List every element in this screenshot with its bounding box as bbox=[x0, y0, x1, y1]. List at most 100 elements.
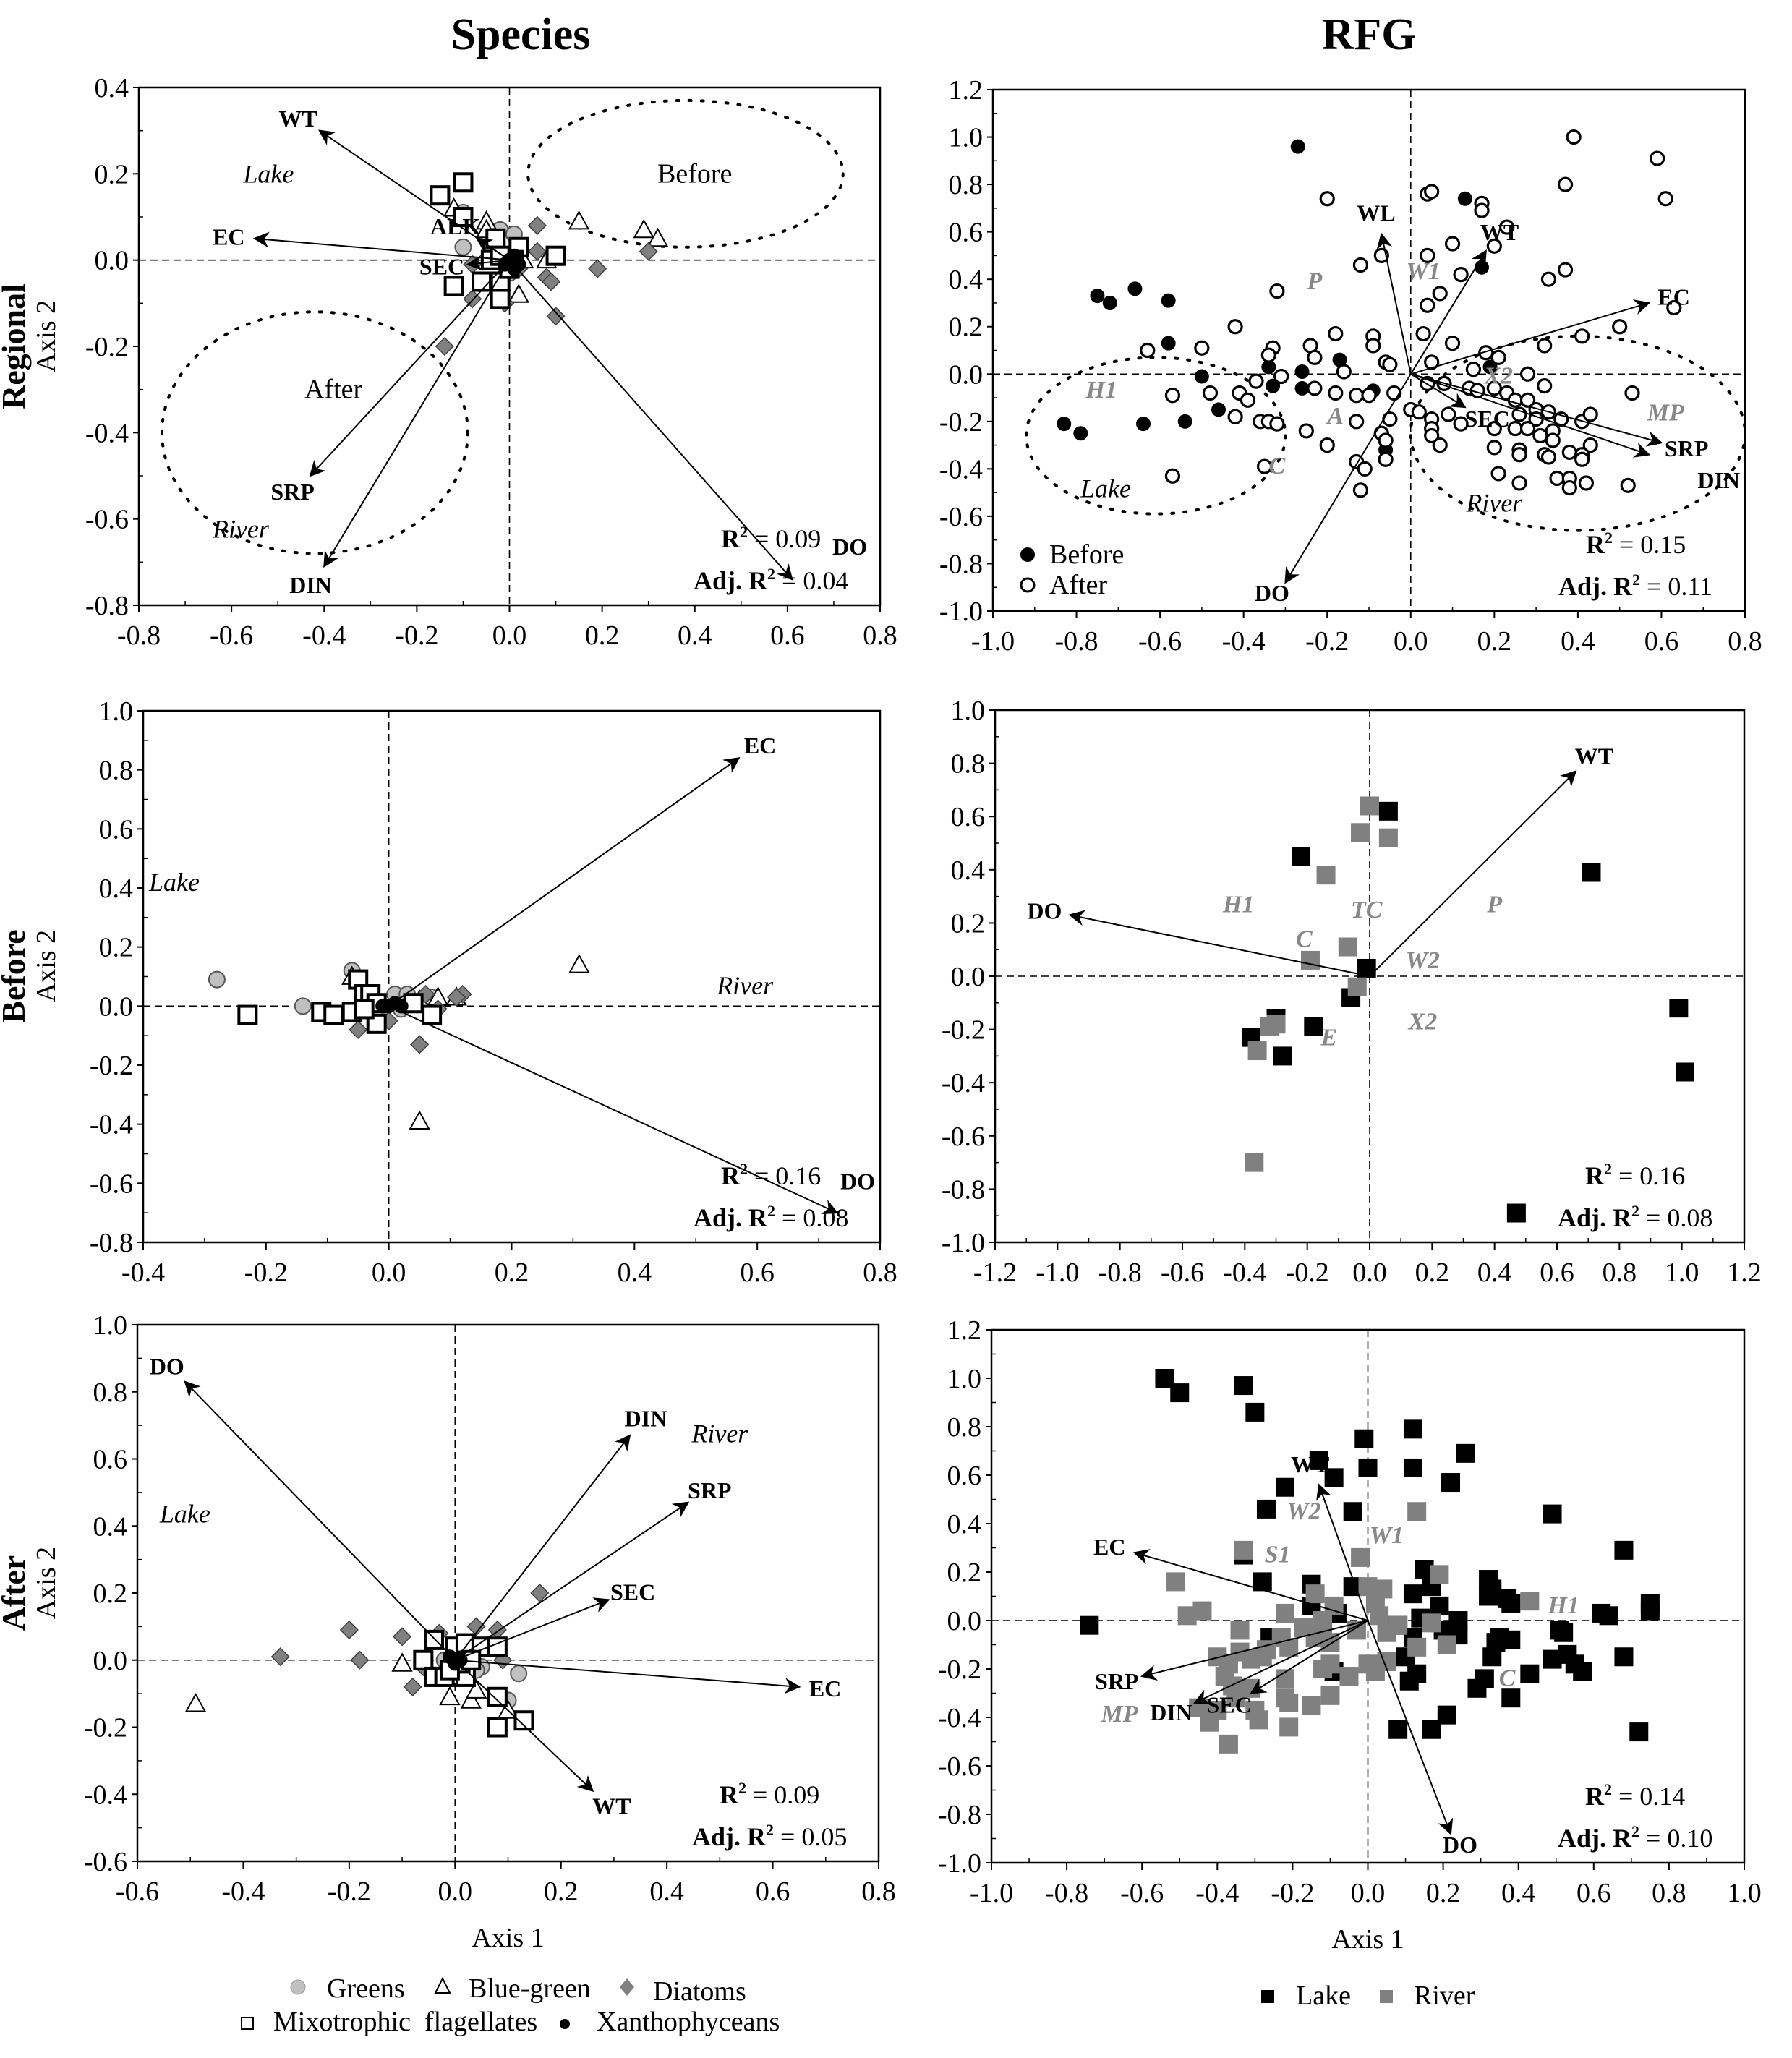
point-before bbox=[1136, 417, 1151, 432]
x-tick-label: 0.4 bbox=[1561, 626, 1595, 657]
x-tick-label: 0.2 bbox=[1477, 626, 1512, 657]
point-after bbox=[1415, 325, 1431, 342]
point-after bbox=[1202, 385, 1219, 401]
point-after bbox=[1561, 479, 1577, 496]
point-after bbox=[1537, 378, 1553, 394]
vector-srp bbox=[309, 259, 511, 477]
points bbox=[1080, 1369, 1660, 1754]
point-river bbox=[1253, 1647, 1272, 1667]
y-tick-label: 0.4 bbox=[947, 1509, 982, 1540]
y-tick-label: 1.0 bbox=[99, 696, 134, 727]
point-before bbox=[1332, 352, 1347, 367]
point-after bbox=[1657, 191, 1673, 207]
point-lake bbox=[1543, 1504, 1562, 1524]
point-river bbox=[1378, 828, 1398, 847]
rfg-label-tc: TC bbox=[1351, 897, 1383, 923]
x-tick-label: 0.8 bbox=[1603, 1258, 1637, 1288]
x-tick-label: -0.4 bbox=[221, 1876, 265, 1907]
point-after bbox=[1248, 373, 1264, 389]
point-lake bbox=[1456, 1443, 1475, 1463]
point-after bbox=[1382, 411, 1398, 427]
point-river bbox=[1219, 1734, 1238, 1754]
vector-wt bbox=[454, 1660, 594, 1793]
rfg-label-p: P bbox=[1486, 892, 1502, 918]
annotation-lake: Lake bbox=[1080, 474, 1131, 503]
y-tick-label: 0.6 bbox=[951, 802, 986, 832]
point-river bbox=[1230, 1621, 1250, 1640]
point-after bbox=[1540, 271, 1557, 287]
point-after bbox=[1557, 176, 1574, 192]
point-river bbox=[1422, 1613, 1441, 1633]
y-tick-label: -0.6 bbox=[84, 1847, 127, 1877]
y-tick-label: -0.4 bbox=[90, 1110, 133, 1140]
point-lake bbox=[1441, 1473, 1461, 1493]
y-tick-label: -0.6 bbox=[90, 1169, 133, 1199]
point-lake bbox=[1273, 1046, 1292, 1066]
legend-river-marker bbox=[1380, 1990, 1393, 2003]
x-tick-label: 0.2 bbox=[1415, 1258, 1450, 1288]
points bbox=[430, 172, 669, 356]
y-tick-label: 0.0 bbox=[947, 1606, 982, 1636]
x-tick-label: 0.4 bbox=[1477, 1258, 1512, 1288]
r-squared: R2 = 0.09 bbox=[721, 523, 821, 553]
vector-label-srp: SRP bbox=[688, 1477, 731, 1503]
point-lake bbox=[1582, 863, 1601, 882]
adjusted-r-squared: Adj. R2 = 0.08 bbox=[1558, 1202, 1712, 1232]
x-tick-label: 0.8 bbox=[863, 620, 897, 651]
row-label-regional: Regional Axis 2 bbox=[0, 283, 61, 409]
y-tick-label: -1.0 bbox=[939, 597, 983, 627]
y-tick-label: -0.6 bbox=[939, 502, 983, 532]
x-tick-label: 0.6 bbox=[740, 1258, 775, 1288]
point-blue-green bbox=[184, 1692, 207, 1712]
x-tick-label: -0.8 bbox=[1045, 1878, 1088, 1908]
point-after bbox=[1227, 409, 1243, 424]
rfg-label-w2: W2 bbox=[1287, 1498, 1320, 1524]
vector-din bbox=[454, 1434, 631, 1661]
point-after bbox=[1260, 347, 1276, 363]
y-tick-label: -0.8 bbox=[942, 1174, 985, 1205]
rfg-site-legend: Lake River bbox=[1261, 1981, 1475, 2011]
point-after bbox=[1319, 437, 1335, 453]
point-after bbox=[1420, 247, 1435, 264]
point-mixotrophic-flagellates bbox=[422, 1004, 443, 1025]
point-river bbox=[1226, 1688, 1246, 1708]
point-lake bbox=[1275, 1477, 1294, 1497]
x-tick-label: -0.6 bbox=[1161, 1258, 1204, 1288]
y-tick-label: 0.8 bbox=[949, 170, 984, 200]
column-title-species: Species bbox=[451, 10, 591, 59]
points bbox=[1057, 129, 1682, 498]
point-after bbox=[1194, 340, 1210, 356]
point-diatoms bbox=[527, 242, 547, 261]
point-diatoms bbox=[410, 1035, 430, 1054]
point-after bbox=[1365, 338, 1381, 354]
rfg-label-mp: MP bbox=[1647, 399, 1684, 426]
x-tick-label: -0.8 bbox=[1098, 1258, 1142, 1288]
point-after bbox=[1511, 475, 1527, 491]
point-river bbox=[1338, 937, 1357, 957]
x-tick-label: -0.4 bbox=[1195, 1878, 1239, 1908]
y-tick-label: -0.8 bbox=[939, 549, 983, 579]
point-mixotrophic-flagellates bbox=[453, 207, 474, 227]
point-diatoms bbox=[349, 1020, 368, 1040]
row-label-before: Before Axis 2 bbox=[0, 929, 61, 1022]
point-river bbox=[1520, 1592, 1540, 1611]
point-after bbox=[1382, 356, 1398, 372]
r-squared: R2 = 0.16 bbox=[721, 1160, 821, 1190]
point-river bbox=[1430, 1565, 1449, 1584]
r-squared: R2 = 0.14 bbox=[1585, 1780, 1685, 1811]
point-after bbox=[1307, 349, 1323, 365]
point-after bbox=[1349, 414, 1365, 430]
point-after bbox=[1532, 427, 1548, 444]
x-tick-label: 0.6 bbox=[1576, 1878, 1611, 1908]
vector-ec bbox=[1132, 1549, 1368, 1621]
point-after bbox=[1432, 437, 1448, 453]
panel-labels-rfg-regional: WL WT EC SEC SRP DIN DO P W1 H1 A C X2 MP Lake River R2 … bbox=[1020, 200, 1740, 606]
point-lake bbox=[1354, 1429, 1374, 1448]
rfg-label-w2: W2 bbox=[1406, 947, 1440, 974]
point-after bbox=[1444, 336, 1461, 351]
point-mixotrophic-flagellates bbox=[487, 1686, 508, 1707]
point-lake bbox=[1292, 847, 1311, 866]
legend-mixotrophic-marker bbox=[241, 2017, 254, 2030]
y-tick-label: 0.2 bbox=[93, 1579, 128, 1609]
